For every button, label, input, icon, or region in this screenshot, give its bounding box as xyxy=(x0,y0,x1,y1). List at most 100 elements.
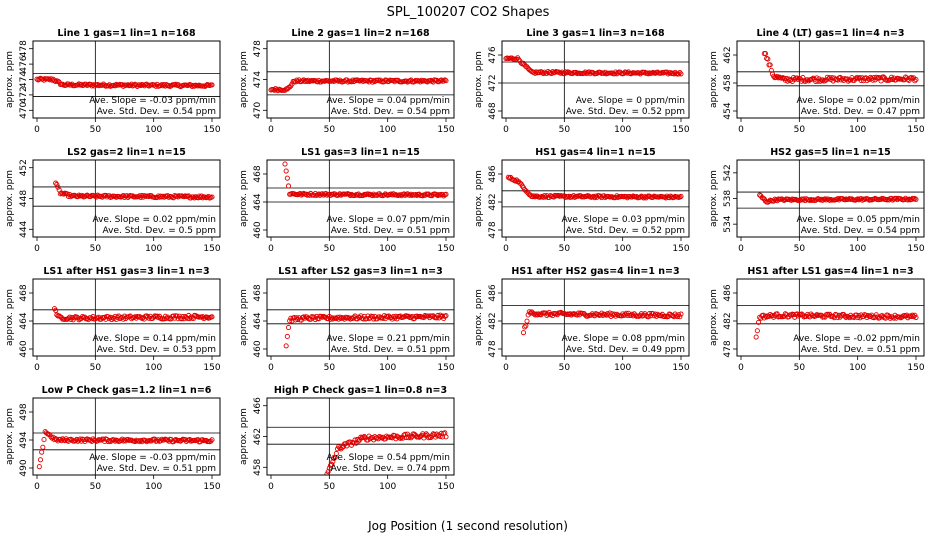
data-point xyxy=(786,76,792,82)
data-point xyxy=(283,168,289,174)
data-point xyxy=(333,450,339,457)
data-point xyxy=(376,78,383,84)
data-point xyxy=(316,191,322,197)
data-point xyxy=(441,78,447,84)
data-point xyxy=(83,81,89,87)
x-tick-label: 100 xyxy=(849,125,866,135)
data-point xyxy=(676,71,682,77)
panel-title: HS1 after LS1 gas=4 lin=1 n=3 xyxy=(747,266,913,277)
plot-frame xyxy=(266,278,455,357)
data-point xyxy=(539,70,545,76)
data-point xyxy=(156,194,163,200)
plot-frame xyxy=(266,159,455,238)
panel-title: High P Check gas=1 lin=0.8 n=3 xyxy=(274,385,447,396)
slope-annotation: Ave. Slope = 0.21 ppm/min xyxy=(326,334,450,344)
x-tick-label: 100 xyxy=(145,125,162,135)
data-point xyxy=(287,318,293,324)
x-tick-label: 0 xyxy=(268,363,274,373)
data-point xyxy=(340,315,346,321)
data-point xyxy=(523,323,529,329)
data-point xyxy=(403,78,409,84)
slope-annotation: Ave. Slope = 0.03 ppm/min xyxy=(561,215,685,225)
y-tick-label: 490 xyxy=(19,459,29,476)
data-point xyxy=(662,194,668,200)
x-tick-label: 150 xyxy=(907,244,924,254)
data-point xyxy=(354,192,360,198)
data-point xyxy=(911,314,917,320)
x-tick-label: 150 xyxy=(437,482,454,492)
data-point xyxy=(65,81,72,87)
y-tick-label: 482 xyxy=(723,312,733,329)
data-point xyxy=(788,197,794,203)
panel: LS1 after LS2 gas=3 lin=1 n=3 0 50 100 150 46… xyxy=(239,266,455,373)
data-point xyxy=(57,191,63,197)
data-point xyxy=(347,439,353,445)
data-points xyxy=(34,75,215,90)
x-tick-label: 150 xyxy=(437,363,454,373)
data-point xyxy=(393,313,399,319)
x-tick-label: 150 xyxy=(907,125,924,135)
figure-xlabel: Jog Position (1 second resolution) xyxy=(367,519,568,533)
data-point xyxy=(301,314,307,320)
plot-frame xyxy=(32,397,221,476)
y-axis-label: approx. ppm xyxy=(709,289,719,346)
data-point xyxy=(95,82,101,88)
panel-title: HS1 gas=4 lin=1 n=15 xyxy=(535,147,656,158)
data-point xyxy=(650,194,656,200)
panel: HS2 gas=5 lin=1 n=15 0 50 100 150 534 538 542 ap… xyxy=(709,147,925,254)
data-point xyxy=(57,436,63,442)
data-point xyxy=(200,195,206,201)
data-point xyxy=(913,314,919,321)
x-tick-label: 0 xyxy=(503,125,509,135)
data-point xyxy=(175,316,181,322)
x-tick-label: 50 xyxy=(324,244,336,254)
y-tick-label: 482 xyxy=(488,193,498,210)
y-tick-label: 462 xyxy=(253,428,263,445)
data-point xyxy=(636,70,642,76)
data-point xyxy=(160,193,166,199)
data-point xyxy=(339,445,345,451)
x-tick-label: 0 xyxy=(503,363,509,373)
panel: HS1 after HS2 gas=4 lin=1 n=3 0 50 100 150 47… xyxy=(474,266,690,373)
data-point xyxy=(823,197,829,203)
data-point xyxy=(282,161,288,167)
y-tick-label: 486 xyxy=(488,165,498,182)
data-point xyxy=(531,193,537,199)
data-point xyxy=(909,312,916,318)
data-point xyxy=(330,459,336,465)
data-point xyxy=(800,74,806,81)
data-point xyxy=(874,75,881,81)
data-point xyxy=(767,311,773,318)
data-point xyxy=(162,83,168,89)
data-point xyxy=(865,196,871,202)
data-point xyxy=(327,462,334,468)
y-axis-label: approx. ppm xyxy=(474,51,484,108)
data-point xyxy=(894,197,900,203)
data-point xyxy=(645,314,651,320)
data-point xyxy=(155,193,161,199)
x-tick-label: 100 xyxy=(849,244,866,254)
data-point xyxy=(289,318,295,324)
data-point xyxy=(125,82,131,88)
data-point xyxy=(390,78,397,84)
data-point xyxy=(569,194,576,200)
data-point xyxy=(190,82,196,88)
data-point xyxy=(629,194,635,200)
data-point xyxy=(553,311,559,317)
data-point xyxy=(846,315,853,321)
y-tick-label: 486 xyxy=(723,284,733,301)
y-tick-label: 478 xyxy=(488,221,498,238)
data-point xyxy=(202,315,208,321)
y-axis-label: approx. ppm xyxy=(474,170,484,227)
y-tick-label: 466 xyxy=(253,397,263,414)
x-tick-label: 50 xyxy=(794,125,806,135)
data-point xyxy=(913,77,919,83)
data-point xyxy=(904,312,910,318)
data-point xyxy=(369,434,376,441)
x-tick-label: 50 xyxy=(90,482,102,492)
data-point xyxy=(855,196,861,202)
y-axis-label: approx. ppm xyxy=(709,51,719,108)
data-point xyxy=(834,312,840,318)
data-point xyxy=(191,83,198,89)
